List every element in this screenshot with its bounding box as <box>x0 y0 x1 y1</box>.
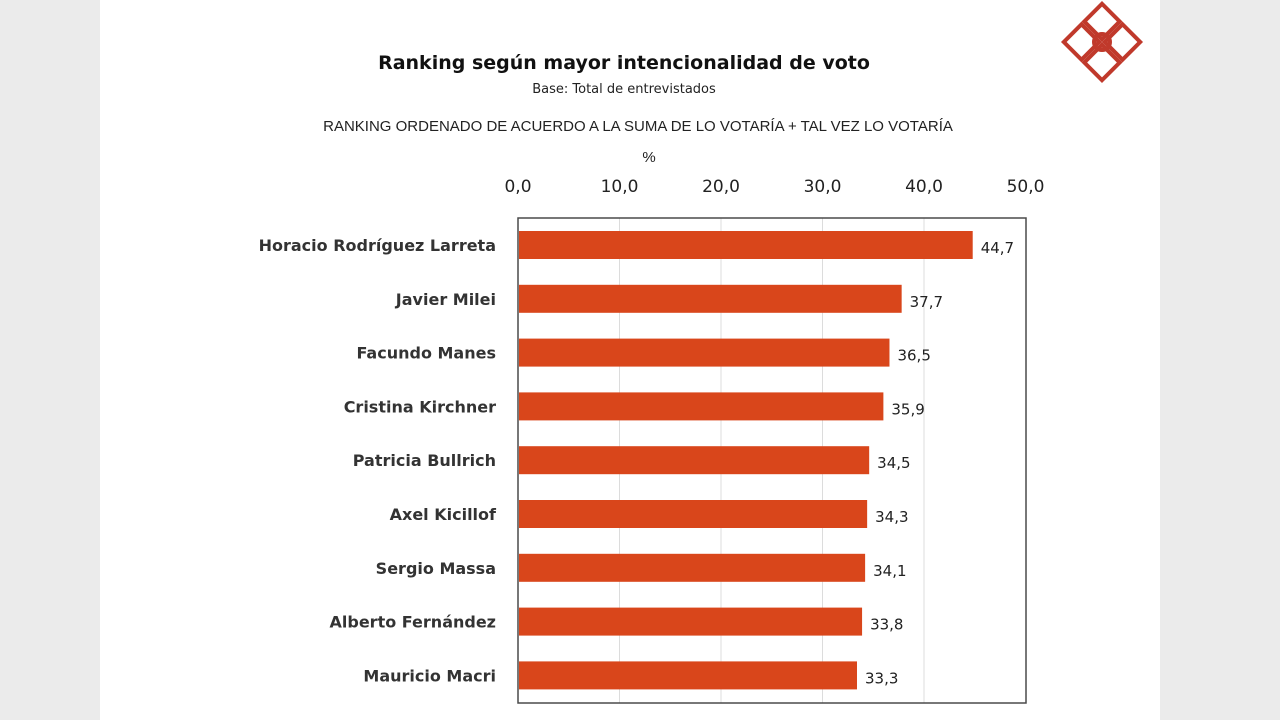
bar <box>519 338 890 367</box>
category-label: Facundo Manes <box>356 344 496 363</box>
category-labels: Horacio Rodríguez Larreta Javier Milei Fac… <box>259 236 497 685</box>
bar <box>519 607 863 636</box>
diamond-logo-icon <box>1060 0 1144 84</box>
category-label: Cristina Kirchner <box>344 397 496 416</box>
value-label: 44,7 <box>981 239 1014 257</box>
category-label: Sergio Massa <box>376 559 496 578</box>
x-tick-label: 40,0 <box>905 177 943 197</box>
axis-unit-label: % <box>642 149 655 166</box>
bar <box>519 553 866 582</box>
value-label: 34,3 <box>875 508 908 526</box>
value-labels: 44,7 37,7 36,5 35,9 34,5 34,3 34,1 33,8 33,3 <box>865 239 1014 687</box>
bar <box>519 661 857 690</box>
bar <box>519 392 884 421</box>
x-tick-label: 30,0 <box>804 177 842 197</box>
category-label: Alberto Fernández <box>330 613 497 632</box>
slide: Ranking según mayor intencionalidad de v… <box>100 0 1160 720</box>
value-label: 33,8 <box>870 616 903 634</box>
bar <box>519 284 902 313</box>
category-label: Mauricio Macri <box>363 666 496 685</box>
value-label: 34,1 <box>873 562 906 580</box>
bar <box>519 446 870 475</box>
x-tick-label: 0,0 <box>504 177 531 197</box>
value-label: 35,9 <box>891 400 924 418</box>
category-label: Axel Kicillof <box>390 505 497 524</box>
value-label: 37,7 <box>910 293 943 311</box>
chart-title: Ranking según mayor intencionalidad de v… <box>378 52 870 74</box>
chart-subtitle: Base: Total de entrevistados <box>532 82 716 97</box>
value-label: 36,5 <box>897 347 930 365</box>
category-label: Javier Milei <box>395 290 496 309</box>
bars <box>519 231 973 690</box>
plot-frame <box>517 217 1027 704</box>
value-label: 33,3 <box>865 669 898 687</box>
chart: Ranking según mayor intencionalidad de v… <box>259 0 1144 704</box>
x-axis-ticks: 0,0 10,0 20,0 30,0 40,0 50,0 <box>504 177 1044 197</box>
bar <box>519 500 868 528</box>
category-label: Patricia Bullrich <box>353 451 496 470</box>
value-label: 34,5 <box>877 454 910 472</box>
x-tick-label: 20,0 <box>702 177 740 197</box>
bar <box>519 231 973 259</box>
x-tick-label: 50,0 <box>1007 177 1045 197</box>
x-tick-label: 10,0 <box>601 177 639 197</box>
ranking-note: RANKING ORDENADO DE ACUERDO A LA SUMA DE… <box>323 118 953 135</box>
category-label: Horacio Rodríguez Larreta <box>259 236 496 255</box>
